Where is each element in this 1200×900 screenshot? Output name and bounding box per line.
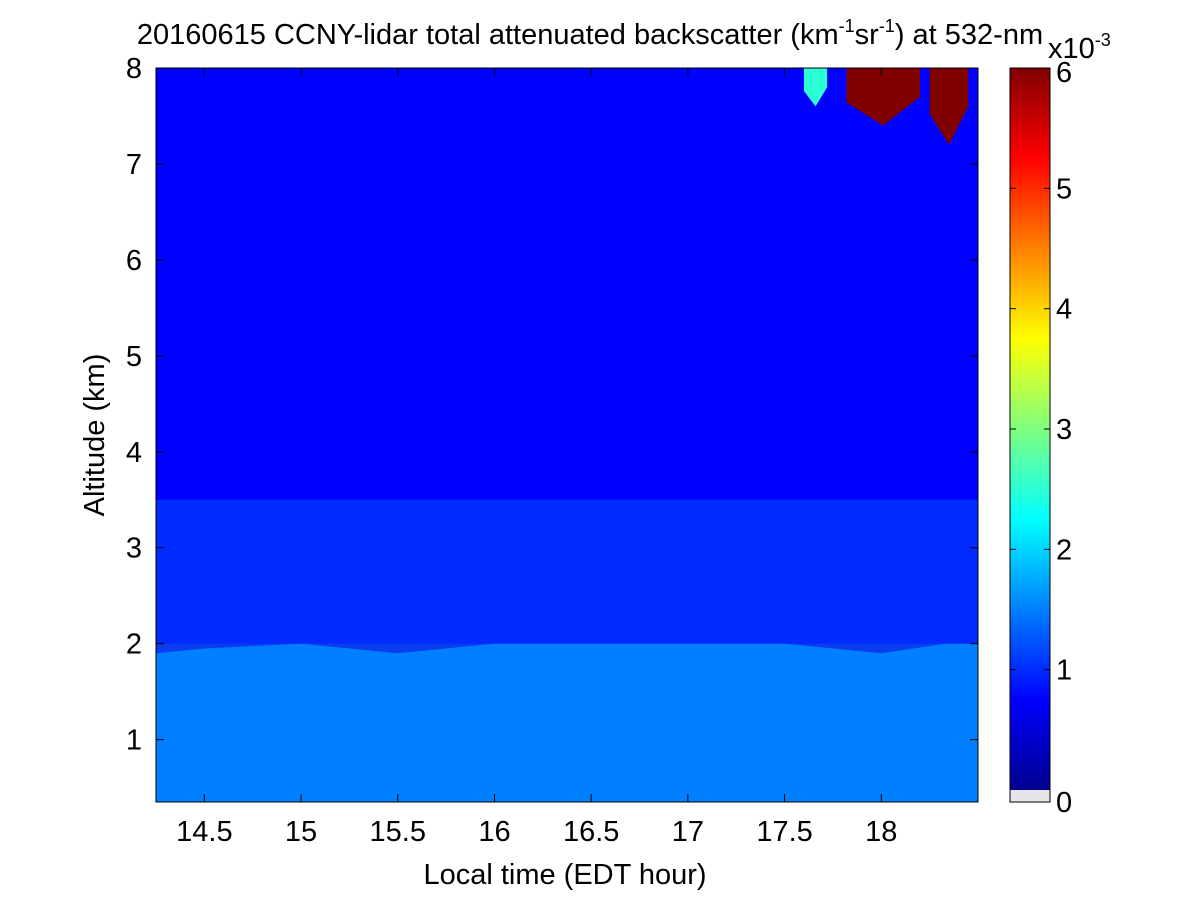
y-tick-label: 8 [126,53,142,85]
heatmap-area [156,68,978,802]
y-tick-label: 4 [126,437,142,469]
y-tick-label: 5 [126,341,142,373]
x-tick-label: 15 [285,816,317,848]
heatmap-layer [156,68,978,500]
x-tick-label: 14.5 [176,816,232,848]
cirrus-patch [846,68,920,126]
colorbar-tick-label: 0 [1056,787,1072,819]
chart-title-mid: sr [855,19,880,51]
x-tick-label: 15.5 [370,816,426,848]
cirrus-patch [929,68,969,145]
colorbar-tick-label: 4 [1056,294,1072,326]
heatmap-layer [156,629,978,802]
colorbar-frame [1009,67,1051,803]
colorbar-tick-label: 3 [1056,414,1072,446]
y-ticks: 1 2 3 4 5 6 7 8 [126,53,978,757]
y-tick-label: 7 [126,149,142,181]
y-tick-label: 6 [126,245,142,277]
y-tick-label: 1 [126,725,142,757]
colorbar-tick-label: 1 [1056,655,1072,687]
y-tick-label: 2 [126,629,142,661]
colorbar-tick-label: 5 [1056,173,1072,205]
colorbar: 0 1 2 3 4 5 6 x10-3 [1009,30,1111,819]
x-tick-label: 16.5 [563,816,619,848]
colorbar-nodata-swatch [1010,790,1050,802]
chart-title: 20160615 CCNY-lidar total attenuated bac… [137,16,1043,51]
cirrus-patch [803,68,828,107]
x-axis-label: Local time (EDT hour) [423,859,706,891]
x-tick-label: 18 [865,816,897,848]
plot-frame [155,67,979,803]
x-ticks: 14.5 15 15.5 16 16.5 17 17.5 18 [176,68,897,848]
heatmap-layers [156,68,978,802]
chart-title-sup1: -1 [839,16,855,36]
colorbar-ticks: 0 1 2 3 4 5 6 [1010,57,1072,819]
heatmap-layer [156,499,978,644]
y-axis-label: Altitude (km) [79,354,111,517]
y-tick-label: 3 [126,533,142,565]
colorbar-gradient [1010,68,1050,790]
x-tick-label: 16 [478,816,510,848]
chart-title-suffix: ) at 532-nm [895,19,1043,51]
colorbar-tick-label: 6 [1056,57,1072,89]
colorbar-tick-label: 2 [1056,534,1072,566]
x-tick-label: 17.5 [756,816,812,848]
colorbar-scale-exponent: -3 [1095,30,1111,50]
chart-title-sup2: -1 [879,16,895,36]
chart-title-prefix: 20160615 CCNY-lidar total attenuated bac… [137,19,839,51]
colorbar-scale-base: x10 [1048,33,1095,65]
x-tick-label: 17 [672,816,704,848]
colorbar-scale-label: x10-3 [1048,30,1111,65]
